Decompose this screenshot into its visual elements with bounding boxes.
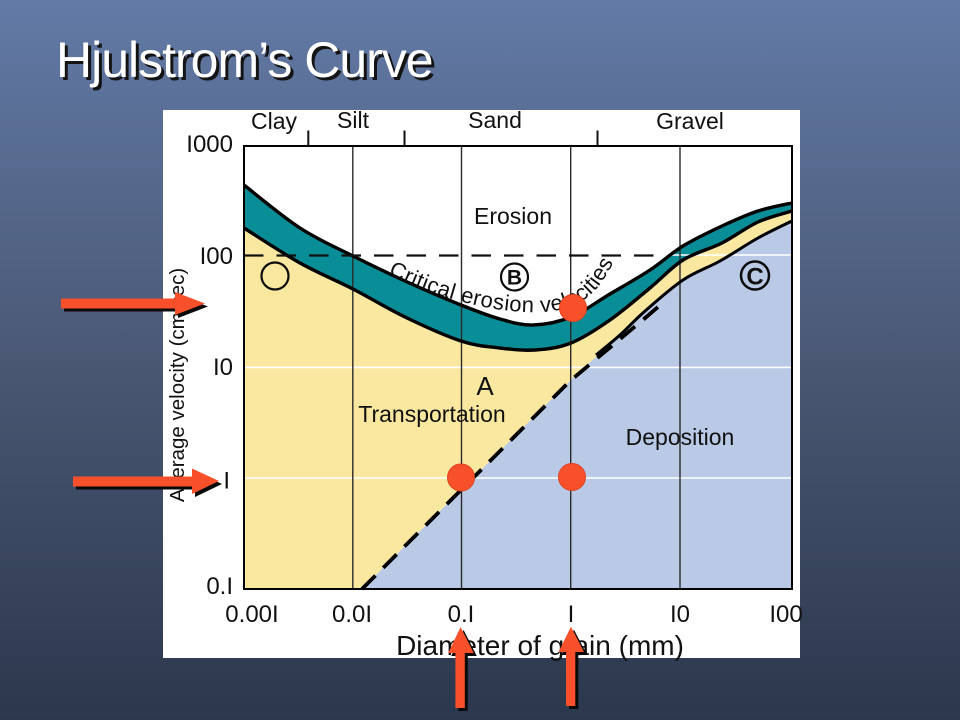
svg-text:Sand: Sand: [468, 107, 522, 133]
svg-text:I00: I00: [769, 601, 802, 628]
svg-text:I0: I0: [670, 601, 690, 628]
svg-text:I0: I0: [213, 354, 233, 381]
svg-text:I: I: [223, 468, 230, 495]
svg-text:Diameter of grain (mm): Diameter of grain (mm): [396, 630, 684, 661]
svg-text:I000: I000: [186, 131, 233, 158]
svg-text:Clay: Clay: [251, 108, 298, 134]
svg-text:0.I: 0.I: [206, 573, 233, 600]
svg-text:B: B: [507, 267, 522, 290]
svg-text:I: I: [568, 601, 575, 628]
svg-text:Transportation: Transportation: [358, 401, 505, 427]
svg-text:A: A: [476, 371, 494, 401]
svg-text:C: C: [746, 264, 763, 291]
svg-text:Erosion: Erosion: [474, 203, 552, 229]
svg-text:0.0I: 0.0I: [332, 601, 372, 628]
svg-text:Silt: Silt: [337, 107, 370, 133]
svg-text:0.I: 0.I: [448, 601, 475, 628]
svg-text:0.00I: 0.00I: [225, 601, 278, 628]
svg-text:Average velocity (cm/sec): Average velocity (cm/sec): [166, 268, 189, 502]
svg-text:I00: I00: [200, 243, 233, 270]
svg-text:Gravel: Gravel: [656, 108, 724, 134]
svg-text:Deposition: Deposition: [626, 424, 735, 450]
